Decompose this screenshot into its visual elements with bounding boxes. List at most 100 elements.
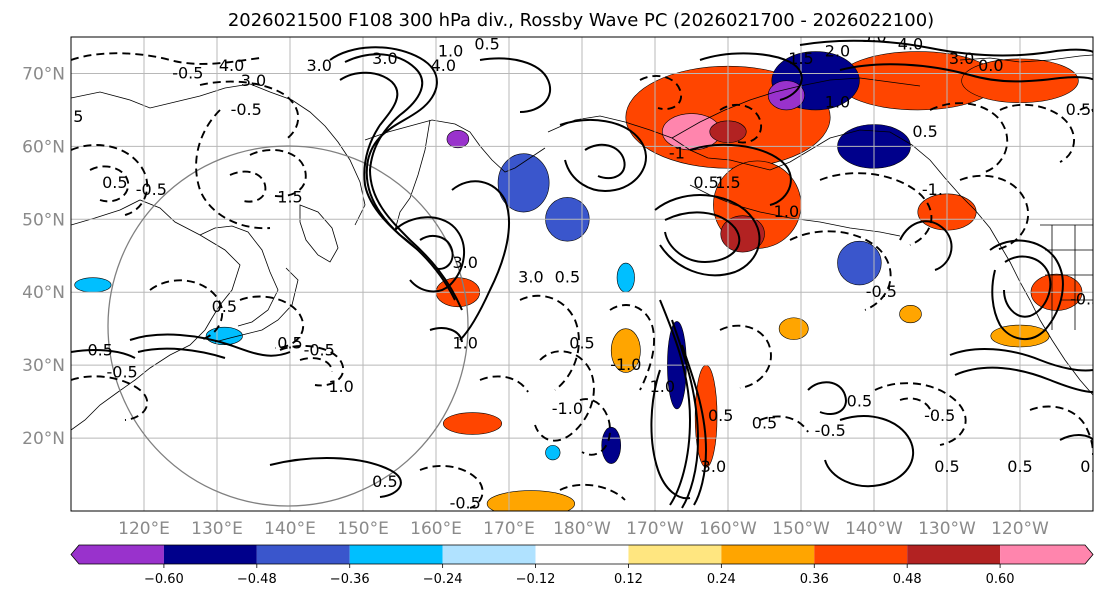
x-tick-label: 180°W (553, 519, 611, 539)
x-tick-label: 150°W (772, 519, 830, 539)
contour-label: 0.5 (847, 392, 872, 411)
colorbar-tick-label: 0.48 (893, 572, 922, 587)
shaded-region-24 (616, 262, 635, 293)
contour-label: 0.5 (708, 406, 733, 425)
contour-label: 0.5 (912, 122, 937, 141)
colorbar-tick-label: −0.36 (330, 572, 370, 587)
colorbar-segment-10 (1000, 545, 1093, 564)
contour-label: -1.0 (610, 355, 641, 374)
y-axis-ticks: 70°N 60°N 50°N 40°N 30°N 20°N (22, 64, 65, 449)
contour-label: 3.0 (306, 56, 331, 75)
contour-label: 4.0 (898, 34, 923, 53)
colorbar-segment-1 (163, 545, 257, 564)
shaded-region-9 (442, 412, 502, 435)
colorbar-tick-label: −0.12 (516, 572, 556, 587)
contour-label: 4.0 (431, 56, 456, 75)
x-tick-label: 150°E (337, 519, 389, 539)
contour-label: 3.0 (701, 457, 726, 476)
shaded-region-13 (899, 305, 922, 324)
map-frame (70, 36, 1094, 512)
colorbar-segment-8 (814, 545, 908, 564)
contour-label: -1.0 (552, 399, 583, 418)
contour-label: 1.5 (788, 49, 813, 68)
contour-label: -0.5 (866, 282, 897, 301)
y-tick-label: 60°N (22, 137, 65, 157)
projection-circle (107, 145, 469, 507)
contour-label: 0.5 (1080, 457, 1105, 476)
contour-label: 3.0 (372, 49, 397, 68)
colorbar-segment-3 (349, 545, 443, 564)
contour-label: 0.5 (277, 333, 302, 352)
x-tick-label: 120°E (118, 519, 170, 539)
x-tick-label: 130°E (191, 519, 243, 539)
shaded-region-19 (497, 153, 550, 213)
chart-title: 2026021500 F108 300 hPa div., Rossby Wav… (228, 10, 934, 31)
y-tick-label: 20°N (22, 429, 65, 449)
contour-label: -1 (669, 144, 685, 163)
x-axis-ticks: 120°E 130°E 140°E 150°E 160°E 170°E 180°W 170°W… (118, 519, 1049, 539)
contour-label: 1.0 (650, 377, 675, 396)
shaded-region-26 (74, 277, 112, 293)
contour-label: 3.0 (518, 268, 543, 287)
contour-label: 2.0 (825, 42, 850, 61)
colorbar-tick-label: 0.12 (614, 572, 643, 587)
contours-positive (71, 39, 1093, 509)
colorbar-outline (70, 544, 1094, 565)
y-tick-label: 30°N (22, 356, 65, 376)
colorbar-tick-label: 0.36 (800, 572, 829, 587)
colorbar-segment-0 (71, 545, 164, 564)
colorbar-tick-label: −0.48 (237, 572, 277, 587)
contour-label: 1.5 (277, 187, 302, 206)
contour-label: 1.0 (452, 333, 477, 352)
shaded-region-15 (610, 328, 641, 373)
contour-label: -1. (922, 180, 943, 199)
contour-label: -0.5 (815, 421, 846, 440)
contour-label: -0.5 (304, 341, 335, 360)
shaded-region-21 (446, 130, 470, 149)
contour-label: 3.0 (241, 71, 266, 90)
colorbar-tick-label: 0.24 (707, 572, 736, 587)
contour-label: -0.5 (172, 63, 203, 82)
contour-label: 0.5 (212, 297, 237, 316)
contour-label: 0.5 (102, 173, 127, 192)
colorbar-segment-5 (535, 545, 629, 564)
grid-lines (71, 37, 1093, 511)
x-tick-label: 140°E (264, 519, 316, 539)
x-tick-label: 160°E (410, 519, 462, 539)
contour-label: 4.0 (219, 56, 244, 75)
colorbar-tick-label: 0.60 (986, 572, 1015, 587)
contour-label: 3.0 (949, 49, 974, 68)
colorbar-tick-label: −0.60 (144, 572, 184, 587)
contour-label: 1.0 (825, 93, 850, 112)
colorbar-segment-9 (907, 545, 1001, 564)
shaded-region-17 (767, 80, 805, 111)
x-tick-label: 170°E (483, 519, 535, 539)
colorbar-segment-2 (256, 545, 350, 564)
contour-label: 3.0 (452, 253, 477, 272)
x-tick-label: 130°W (918, 519, 976, 539)
contour-label: 0.5 (1066, 100, 1091, 119)
contour-label: 0.5 (752, 413, 777, 432)
contour-label: 5 (73, 107, 83, 126)
contour-label: 0.5 (555, 268, 580, 287)
y-tick-label: 70°N (22, 64, 65, 84)
contour-label: -0.5 (106, 362, 137, 381)
colorbar-segment-4 (442, 545, 536, 564)
colorbar-segment-6 (628, 545, 722, 564)
shaded-region-11 (486, 490, 575, 511)
contour-label: 5.0 (861, 27, 886, 46)
contour-label: -0.5 (450, 494, 481, 513)
contour-label: 0.5 (693, 173, 718, 192)
coastlines (71, 54, 1093, 431)
shaded-region-28 (545, 445, 561, 461)
contour-label: -0.5 (231, 100, 262, 119)
contour-label: 0.5 (474, 34, 499, 53)
contour-label: -0.5 (1070, 290, 1101, 309)
x-tick-label: 160°W (699, 519, 757, 539)
contour-label: 1.0 (328, 377, 353, 396)
colorbar-tick-label: −0.24 (423, 572, 463, 587)
colorbar-segment-7 (721, 545, 815, 564)
y-tick-label: 50°N (22, 210, 65, 230)
contour-label: 0.5 (372, 472, 397, 491)
contour-label: 0.5 (1007, 457, 1032, 476)
